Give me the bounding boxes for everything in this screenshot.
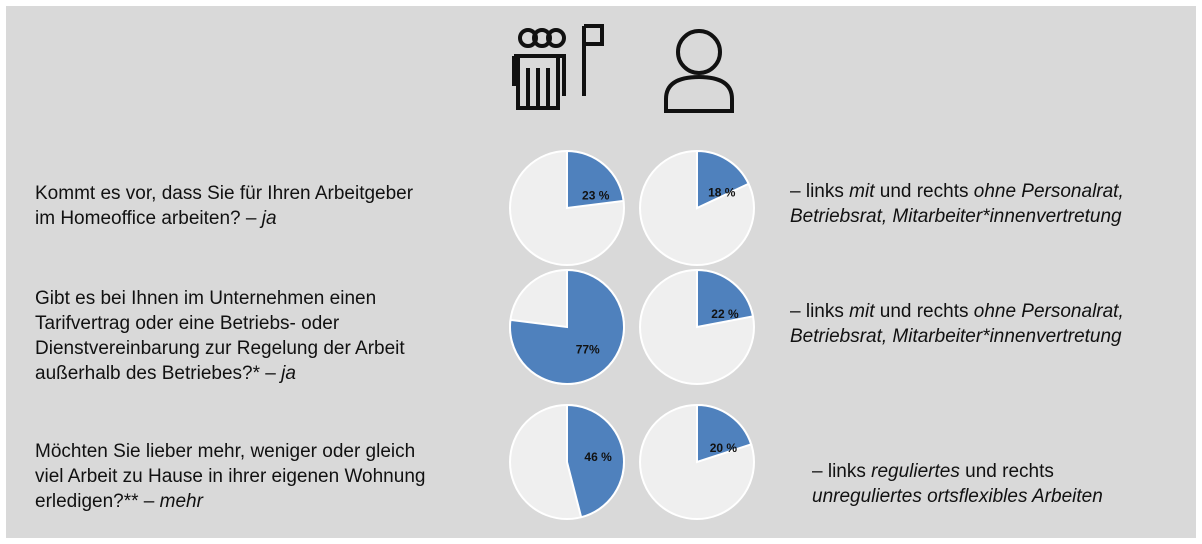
group-icon [512,24,604,110]
text-line: Betriebsrat, Mitarbeiter*innenvertretung [790,204,1124,229]
text-segment: – links [790,181,850,202]
value-label: 23 % [582,189,610,203]
text-line: außerhalb des Betriebes?* – ja [35,361,405,386]
pie-slice [696,403,753,464]
text-segment: und rechts [874,181,974,202]
text-segment: Betriebsrat, Mitarbeiter*innenvertretung [790,206,1122,227]
text-line: Gibt es bei Ihnen im Unternehmen einen [35,286,405,311]
pie-slice [696,149,750,210]
text-segment: und rechts [959,461,1054,482]
pie-slice [509,268,625,385]
pie-slice [566,403,625,519]
value-label: 18 % [708,186,736,200]
value-label: 46 % [584,450,612,464]
text-line: im Homeoffice arbeiten? – ja [35,206,413,231]
text-segment: – links [790,301,850,322]
text-line: Tarifvertrag oder eine Betriebs- oder [35,311,405,336]
text-segment: im Homeoffice arbeiten? – [35,208,262,229]
text-segment: Betriebsrat, Mitarbeiter*innenvertretung [790,326,1122,347]
text-segment: Gibt es bei Ihnen im Unternehmen einen [35,288,377,309]
text-line: – links mit und rechts ohne Personalrat, [790,179,1124,204]
text-line: Kommt es vor, dass Sie für Ihren Arbeitg… [35,181,413,206]
question: Kommt es vor, dass Sie für Ihren Arbeitg… [35,181,413,231]
text-segment: Dienstvereinbarung zur Regelung der Arbe… [35,338,405,359]
text-segment: – links [812,461,872,482]
text-segment: unreguliertes ortsflexibles Arbeiten [812,486,1103,507]
note: – links mit und rechts ohne Personalrat,… [790,299,1124,349]
question: Gibt es bei Ihnen im Unternehmen einen Ta… [35,286,405,386]
text-line: – links mit und rechts ohne Personalrat, [790,299,1124,324]
pie-slice [696,268,755,329]
pie-slice [566,149,625,210]
text-segment: viel Arbeit zu Hause in ihrer eigenen Wo… [35,465,426,487]
text-segment: reguliertes [871,461,960,482]
value-label: 77% [576,343,600,357]
text-segment: ohne Personalrat, [973,301,1124,322]
value-label: 20 % [710,441,738,455]
text-segment: Kommt es vor, dass Sie für Ihren Arbeitg… [35,183,414,204]
slide: 23 % 18 % 77% 22 % 46 % 20 % Kommt es vor, da… [6,6,1196,538]
text-line: Dienstvereinbarung zur Regelung der Arbe… [35,336,405,361]
text-segment: mit [849,181,875,202]
text-line: viel Arbeit zu Hause in ihrer eigenen Wo… [35,464,425,489]
text-segment: und rechts [874,301,974,322]
text-segment: mit [849,301,875,322]
text-segment: ja [261,208,277,229]
question: Möchten Sie lieber mehr, weniger oder gl… [35,439,425,514]
pies: 23 % 18 % 77% 22 % 46 % 20 % [509,24,755,520]
text-line: erledigen?** – mehr [35,489,425,514]
text-line: unreguliertes ortsflexibles Arbeiten [812,484,1103,509]
text-segment: ja [281,363,296,384]
text-line: – links reguliertes und rechts [812,459,1103,484]
text-segment: erledigen?** – [35,490,160,512]
text-line: Betriebsrat, Mitarbeiter*innenvertretung [790,324,1124,349]
text-segment: außerhalb des Betriebes?* – [35,363,282,384]
value-label: 22 % [711,307,739,321]
note: – links reguliertes und rechts unregulier… [812,459,1103,509]
person-icon [664,29,734,113]
text-segment: Tarifvertrag oder eine Betriebs- oder [35,313,340,334]
text-line: Möchten Sie lieber mehr, weniger oder gl… [35,439,425,464]
text-segment: ohne Personalrat, [973,181,1124,202]
note: – links mit und rechts ohne Personalrat,… [790,179,1124,229]
text-segment: Möchten Sie lieber mehr, weniger oder gl… [35,440,416,462]
text-segment: mehr [159,490,203,512]
